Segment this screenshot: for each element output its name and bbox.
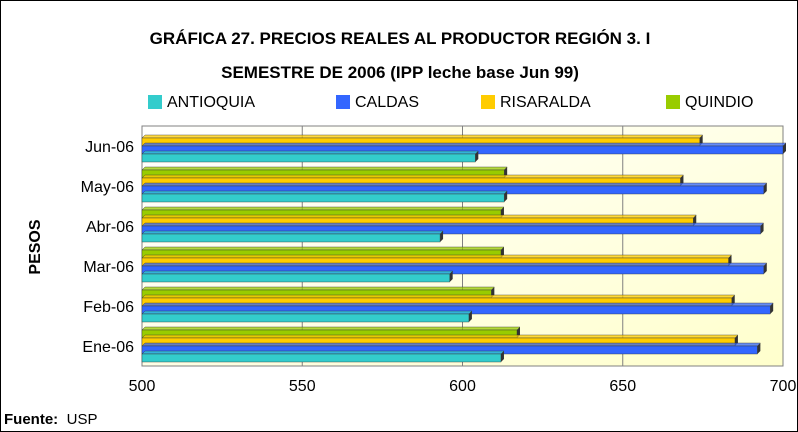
bar-caldas-mar-06-face [141,265,764,275]
bar-antioquia-ene-06-top [141,350,505,355]
bar-antioquia-mar-06-face [141,273,450,283]
bar-risaralda-abr-06-top [141,214,697,219]
x-tick-label-600: 600 [449,378,476,395]
x-axis-ticks: 500 550 600 650 700 [129,378,797,395]
bar-caldas-may-06 [141,182,768,195]
bar-risaralda-abr-06 [141,214,697,227]
bar-quindio-ene-06-top [141,326,521,331]
bar-quindio-feb-06-top [141,286,495,291]
bar-antioquia-ene-06-face [141,353,502,363]
category-label-feb-06: Feb-06 [83,299,134,316]
bar-antioquia-may-06-face [141,193,505,203]
legend-item-quindio: QUINDIO [666,94,753,111]
legend-swatch-quindio [666,95,680,109]
category-label-abr-06: Abr-06 [86,219,134,236]
grid-lines [301,126,624,366]
bar-caldas-jun-06-side [783,143,786,154]
legend-swatch-antioquia [148,95,162,109]
bar-caldas-mar-06-side [763,263,767,274]
bar-risaralda-feb-06-top [141,294,736,299]
bar-quindio-may-06-top [141,166,508,171]
legend-swatch-risaralda [481,95,495,109]
bar-antioquia-mar-06-top [141,270,454,275]
bar-caldas-abr-06-top [141,222,765,227]
legend-item-antioquia: ANTIOQUIA [148,94,255,111]
bar-antioquia-may-06 [141,190,508,203]
legend-label-caldas: CALDAS [355,94,419,111]
bar-antioquia-jun-06-side [475,151,479,162]
bar-caldas-ene-06-top [141,342,761,347]
bar-caldas-may-06-side [763,183,767,194]
bar-risaralda-ene-06 [141,334,739,347]
chart-title-line2: SEMESTRE DE 2006 (IPP leche base Jun 99) [221,63,579,82]
source-label: Fuente: [4,411,58,428]
x-tick-label-550: 550 [289,378,316,395]
bar-antioquia-mar-06 [141,270,454,283]
bar-antioquia-abr-06-face [141,233,441,243]
bar-antioquia-mar-06-side [449,271,453,282]
category-label-jun-06: Jun-06 [85,139,134,156]
x-tick-label-650: 650 [609,378,636,395]
bar-risaralda-mar-06-top [141,254,732,259]
bar-antioquia-jun-06 [141,150,479,163]
bar-caldas-ene-06-side [757,343,761,354]
bar-antioquia-feb-06-side [468,311,472,322]
category-label-may-06: May-06 [81,179,134,196]
source-text: USP [67,411,98,428]
bar-antioquia-ene-06 [141,350,505,363]
bar-quindio-abr-06-top [141,206,505,211]
bar-risaralda-may-06-top [141,174,684,179]
bar-antioquia-feb-06 [141,310,473,323]
x-tick-label-700: 700 [770,378,797,395]
y-axis-categories: Ene-06 Feb-06 Mar-06 Abr-06 May-06 Jun-06 [81,139,134,356]
bars [141,134,787,363]
bar-antioquia-feb-06-face [141,313,470,323]
bar-caldas-mar-06-top [141,262,768,267]
chart-title-line1: GRÁFICA 27. PRECIOS REALES AL PRODUCTOR … [150,29,651,48]
bar-caldas-mar-06 [141,262,768,275]
bar-caldas-jun-06-top [141,142,787,147]
bar-antioquia-abr-06 [141,230,444,243]
category-label-ene-06: Ene-06 [82,339,134,356]
bar-caldas-abr-06-side [760,223,764,234]
bar-caldas-abr-06 [141,222,765,235]
legend-label-antioquia: ANTIOQUIA [167,94,255,111]
legend-item-risaralda: RISARALDA [481,94,591,111]
bar-quindio-feb-06 [141,286,495,299]
source-note: Fuente: USP [4,411,97,428]
bar-antioquia-ene-06-side [500,351,504,362]
bar-risaralda-ene-06-top [141,334,739,339]
bar-antioquia-jun-06-face [141,153,476,163]
bar-antioquia-jun-06-top [141,150,479,155]
category-label-mar-06: Mar-06 [83,259,134,276]
legend-label-quindio: QUINDIO [685,94,753,111]
bar-antioquia-feb-06-top [141,310,473,315]
legend: ANTIOQUIA CALDAS RISARALDA QUINDIO [148,94,753,111]
bar-antioquia-may-06-top [141,190,508,195]
bar-antioquia-abr-06-top [141,230,444,235]
bar-quindio-mar-06-top [141,246,505,251]
bar-antioquia-may-06-side [504,191,508,202]
legend-label-risaralda: RISARALDA [500,94,591,111]
legend-item-caldas: CALDAS [336,94,419,111]
y-axis-label: PESOS [27,219,44,274]
bar-caldas-abr-06-face [141,225,761,235]
bar-antioquia-abr-06-side [440,231,444,242]
bar-risaralda-jun-06-top [141,134,704,139]
bar-caldas-may-06-top [141,182,768,187]
legend-swatch-caldas [336,95,350,109]
bar-caldas-feb-06-top [141,302,774,307]
bar-caldas-feb-06-side [770,303,774,314]
x-tick-label-500: 500 [129,378,156,395]
